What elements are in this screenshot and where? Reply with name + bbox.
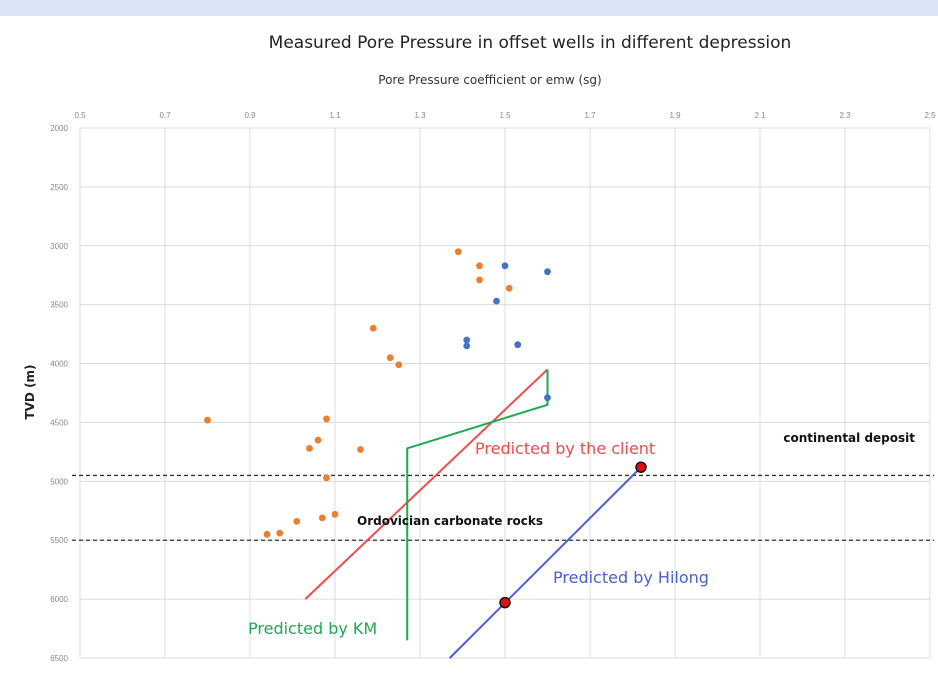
data-point — [318, 514, 326, 522]
data-point — [544, 268, 551, 276]
x-ticks: 0.5 0.7 0.9 1.1 1.3 1.5 1.7 1.9 2.1 2.3 2.5 — [74, 111, 936, 120]
x-tick-label: 0.7 — [159, 111, 171, 120]
key-markers — [499, 461, 647, 609]
data-point — [463, 342, 471, 350]
annotations: continental deposit Ordovician carbonate … — [248, 431, 915, 638]
data-point — [514, 341, 522, 349]
x-tick-label: 2.3 — [839, 111, 851, 120]
x-tick-label: 0.5 — [74, 111, 86, 120]
data-point — [357, 446, 364, 453]
y-tick-label: 3000 — [50, 242, 68, 251]
data-point — [463, 336, 471, 344]
prediction-lines — [304, 368, 642, 659]
x-tick-label: 2.5 — [924, 111, 936, 120]
data-point — [331, 510, 339, 518]
y-tick-label: 3500 — [50, 301, 68, 310]
data-point — [306, 444, 313, 452]
line-label: Predicted by KM — [248, 619, 377, 638]
data-point — [505, 284, 513, 292]
prediction-line — [304, 368, 549, 600]
line-label: Predicted by the client — [475, 439, 655, 458]
x-tick-label: 1.5 — [499, 111, 511, 120]
y-tick-label: 6000 — [50, 595, 68, 604]
x-tick-label: 0.9 — [244, 111, 256, 120]
y-tick-label: 2000 — [50, 124, 68, 133]
data-point — [323, 415, 330, 423]
key-marker — [499, 596, 511, 609]
y-ticks: 2000 2500 3000 3500 4000 4500 5000 5500 6000 6500 — [50, 124, 68, 663]
data-point — [323, 474, 330, 482]
data-point — [476, 262, 483, 270]
prediction-line — [449, 466, 642, 659]
data-point — [369, 324, 377, 332]
y-tick-label: 6500 — [50, 654, 68, 663]
boundaries — [72, 474, 934, 541]
x-tick-label: 2.1 — [754, 111, 766, 120]
data-point — [263, 530, 271, 538]
key-marker — [635, 461, 647, 473]
x-tick-label: 1.7 — [584, 111, 596, 120]
boundary-label: continental deposit — [783, 431, 915, 445]
data-point — [476, 276, 483, 284]
y-tick-label: 5000 — [50, 477, 68, 486]
window-top-strip — [0, 0, 938, 16]
chart-title: Measured Pore Pressure in offset wells i… — [269, 33, 792, 53]
y-tick-label: 4500 — [50, 418, 68, 427]
data-point — [204, 416, 211, 424]
boundary-label: Ordovician carbonate rocks — [357, 514, 543, 528]
line-label: Predicted by Hilong — [553, 568, 709, 587]
x-tick-label: 1.1 — [329, 111, 341, 120]
x-tick-label: 1.3 — [414, 111, 426, 120]
data-point — [544, 394, 551, 402]
y-tick-label: 4000 — [50, 360, 68, 369]
y-tick-label: 2500 — [50, 183, 68, 192]
chart-subtitle: Pore Pressure coefficient or emw (sg) — [378, 73, 601, 87]
data-point — [293, 517, 301, 525]
data-points — [204, 248, 551, 538]
y-tick-label: 5500 — [50, 536, 68, 545]
data-point — [454, 248, 462, 256]
data-point — [386, 354, 394, 362]
data-point — [395, 361, 403, 369]
data-point — [276, 529, 284, 537]
data-point — [314, 436, 322, 444]
data-point — [501, 262, 509, 270]
grid — [79, 127, 931, 659]
y-axis-label: TVD (m) — [23, 364, 37, 419]
prediction-line — [406, 369, 549, 641]
data-point — [493, 297, 500, 305]
x-tick-label: 1.9 — [669, 111, 681, 120]
